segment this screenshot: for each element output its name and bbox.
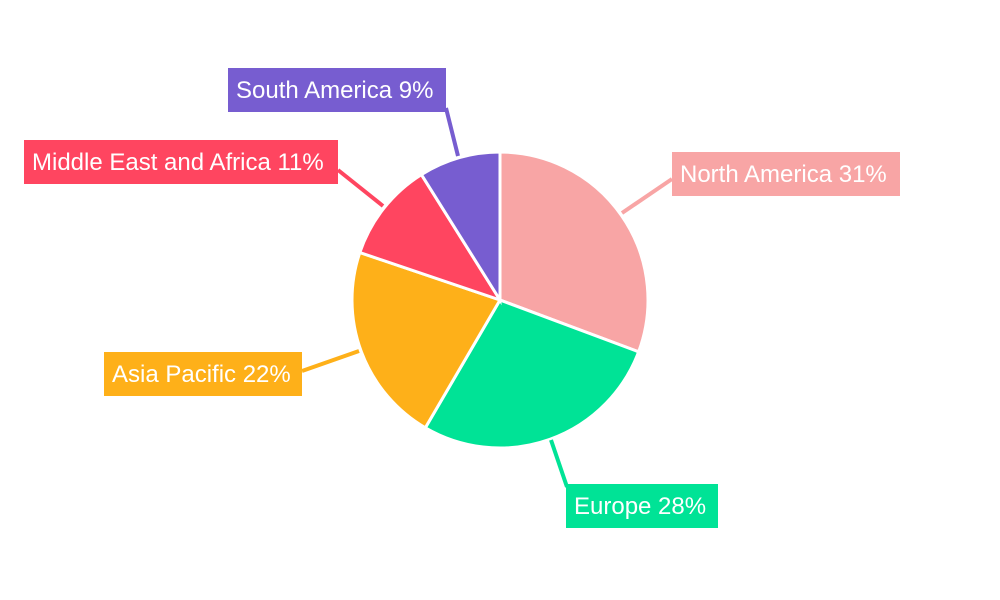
data-label-south-america: South America 9%: [236, 77, 433, 104]
leader-line-middle-east-and-africa: [336, 168, 385, 208]
data-label-middle-east-and-africa: Middle East and Africa 11%: [32, 149, 324, 176]
pie-slice-middle-east-and-africa[interactable]: [357, 172, 504, 303]
leader-line-south-america: [444, 107, 460, 157]
data-label-europe: Europe 28%: [574, 493, 706, 520]
label-box-north-america: [672, 152, 900, 196]
leader-line-europe: [549, 439, 569, 488]
leader-line-north-america: [620, 177, 674, 215]
label-box-europe: [566, 484, 718, 528]
label-box-south-america: [228, 68, 446, 112]
leader-line-asia-pacific: [301, 349, 360, 373]
pie-slice-north-america[interactable]: [498, 150, 650, 354]
data-label-asia-pacific: Asia Pacific 22%: [112, 361, 291, 388]
pie-slice-south-america[interactable]: [419, 150, 502, 306]
data-label-north-america: North America 31%: [680, 161, 887, 188]
label-box-asia-pacific: [104, 352, 302, 396]
pie-slice-asia-pacific[interactable]: [350, 250, 503, 430]
label-box-middle-east-and-africa: [24, 140, 338, 184]
